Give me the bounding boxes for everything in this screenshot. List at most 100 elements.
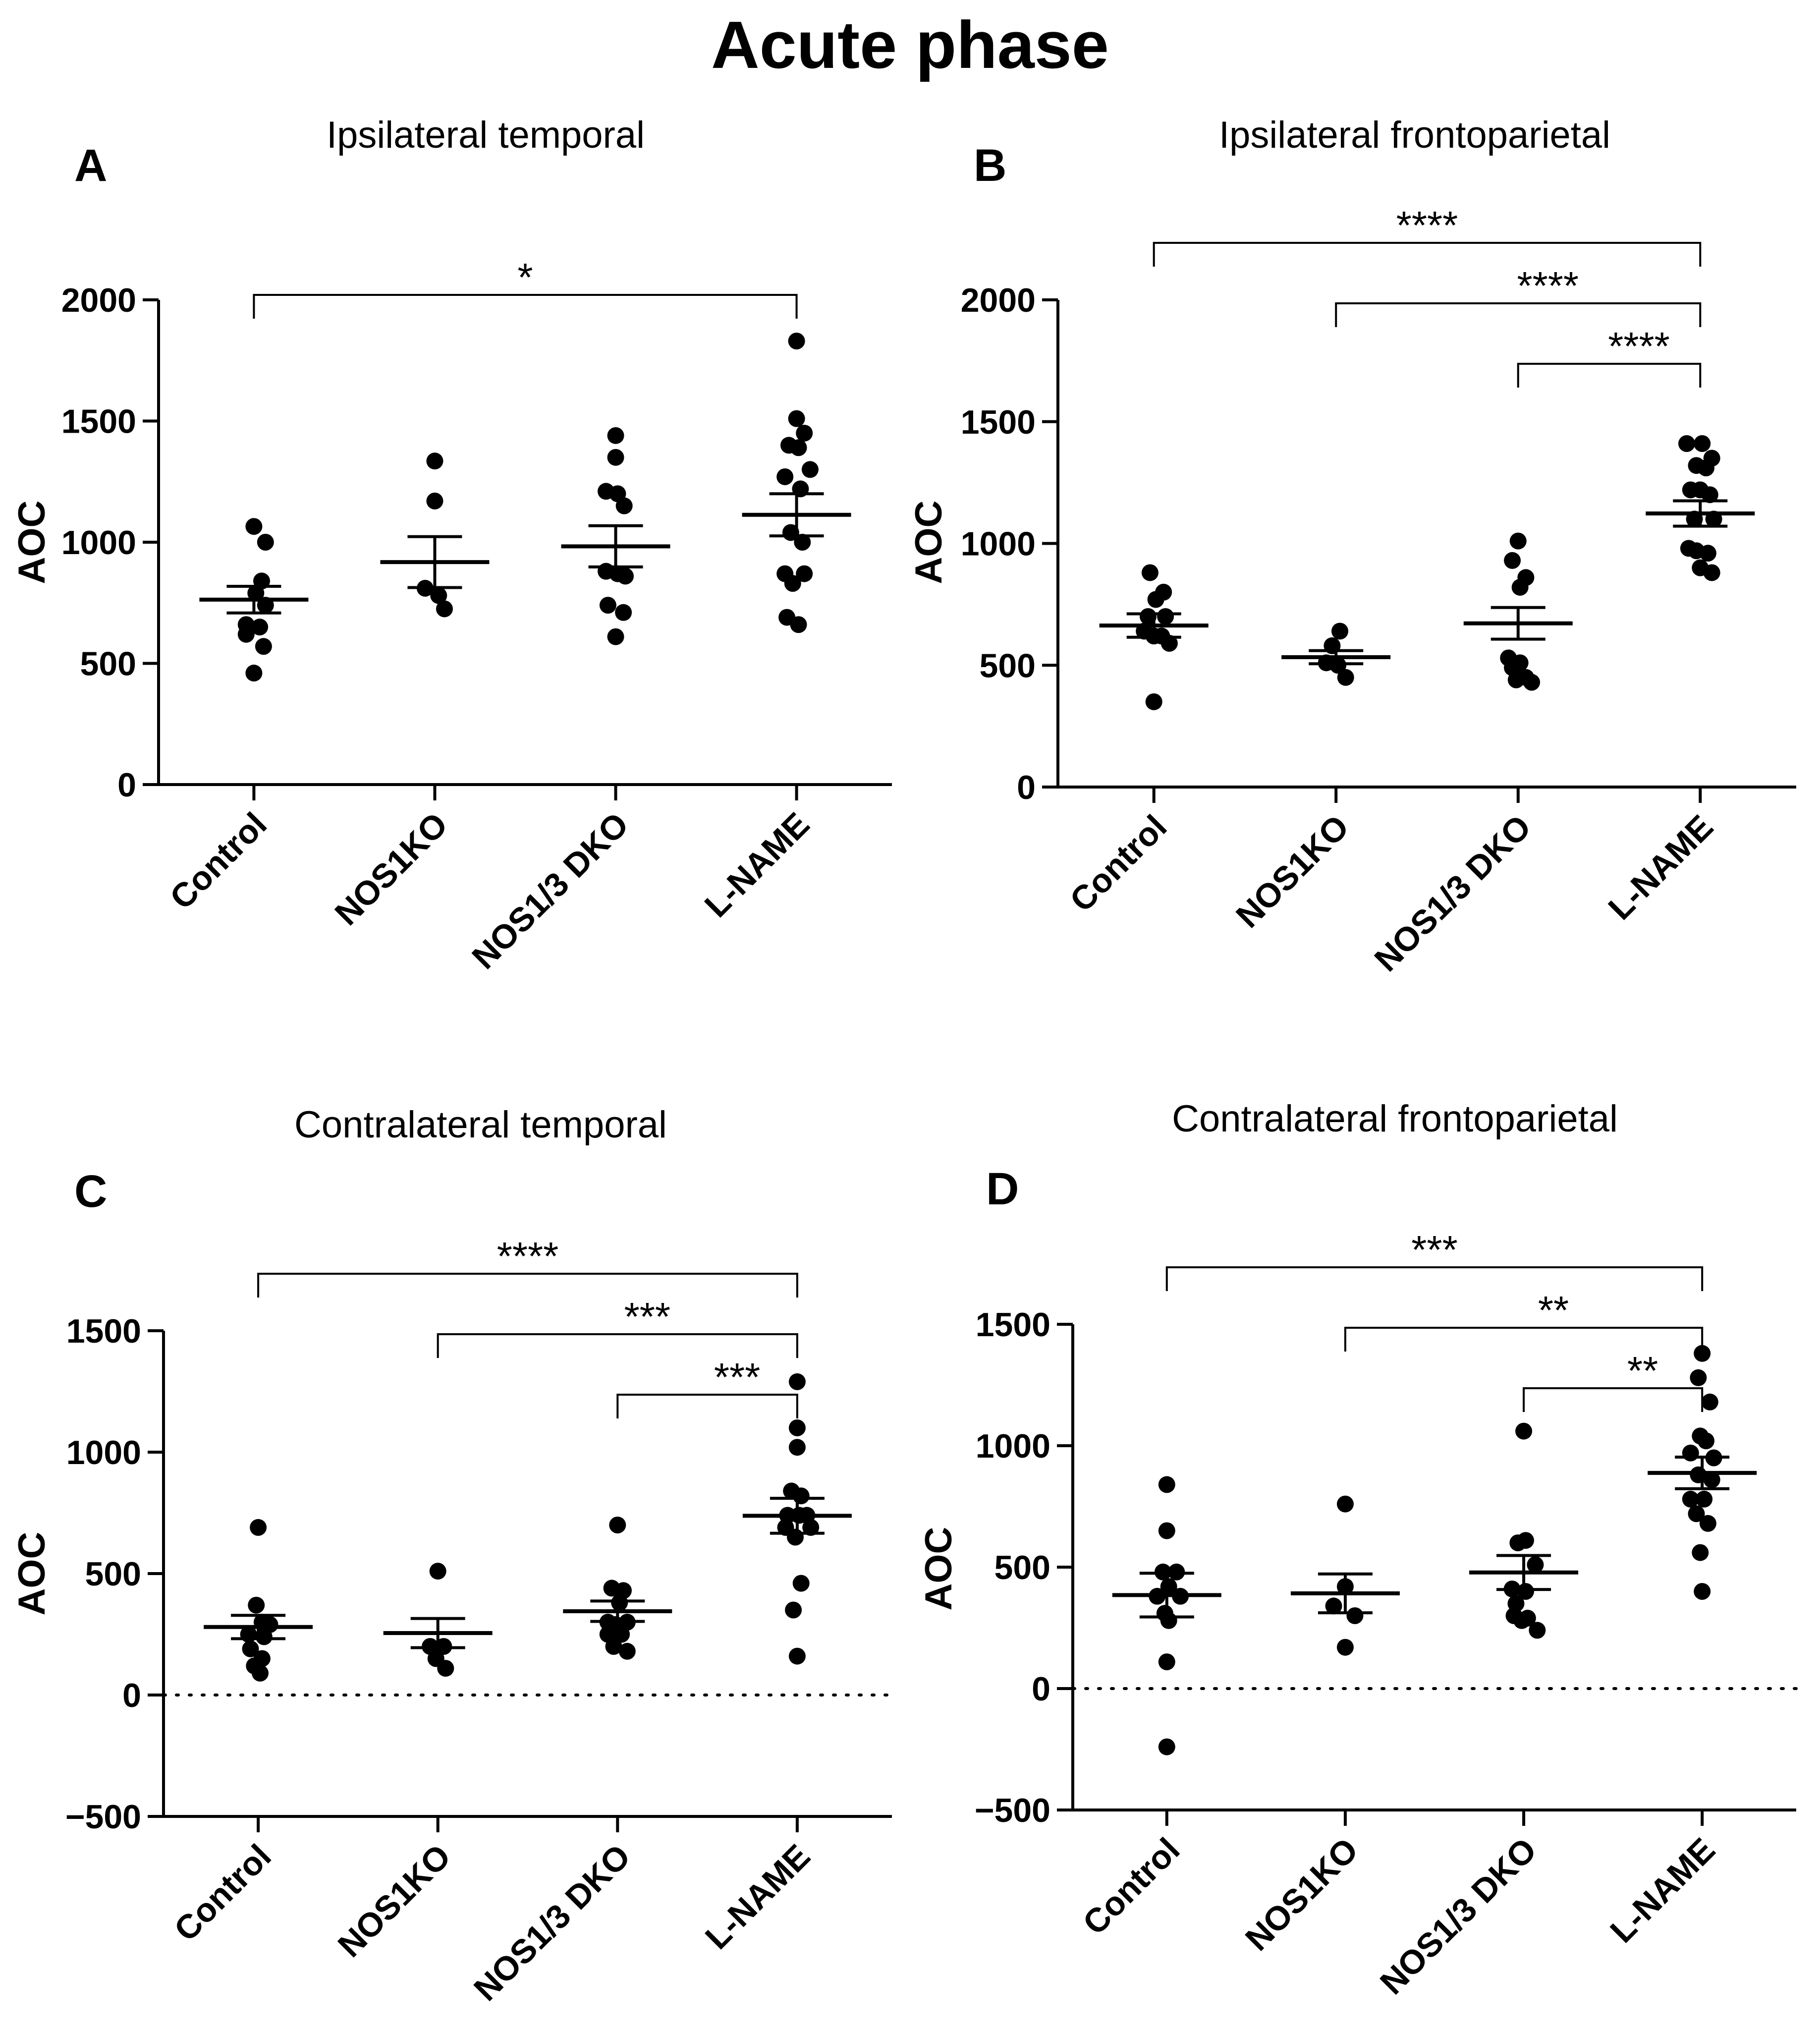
data-point <box>1513 1612 1531 1629</box>
x-tick-label: L-NAME <box>1603 1831 1722 1950</box>
significance-label: **** <box>497 1234 559 1278</box>
data-point <box>802 1519 820 1536</box>
figure-title: Acute phase <box>711 7 1109 82</box>
data-point <box>1517 1583 1534 1600</box>
x-tick-label: NOS1/3 DKO <box>465 805 636 976</box>
y-tick-label: 1500 <box>961 403 1036 441</box>
data-point <box>607 427 624 444</box>
data-point <box>248 1596 265 1614</box>
data-point <box>1701 486 1718 504</box>
x-tick-label: NOS1KO <box>328 805 455 933</box>
x-tick-label: L-NAME <box>698 1837 818 1957</box>
data-point <box>1678 435 1695 452</box>
data-point <box>607 628 624 645</box>
data-point <box>1527 1556 1544 1574</box>
data-point <box>1336 1639 1354 1656</box>
data-point <box>615 497 633 514</box>
x-tick-label: Control <box>1076 1831 1187 1942</box>
significance-label: **** <box>1517 264 1579 308</box>
x-tick-label: Control <box>163 805 274 917</box>
significance-label: **** <box>1608 324 1670 368</box>
data-point <box>785 1601 802 1619</box>
data-point <box>437 1660 454 1677</box>
data-point <box>788 1439 806 1456</box>
y-tick-label: 1000 <box>961 525 1036 563</box>
x-tick-label: L-NAME <box>698 805 817 925</box>
data-point <box>1140 608 1157 625</box>
data-point <box>787 1528 804 1546</box>
y-tick-label: 1500 <box>976 1306 1050 1344</box>
y-tick-label: 1500 <box>61 403 136 441</box>
data-point <box>1699 545 1716 562</box>
x-tick-label: NOS1/3 DKO <box>1367 808 1538 979</box>
data-point <box>1682 1490 1699 1508</box>
panel-title: Ipsilateral temporal <box>327 114 645 156</box>
data-point <box>801 461 819 478</box>
data-point <box>1509 532 1527 550</box>
x-tick-label: L-NAME <box>1601 808 1720 927</box>
data-point <box>1141 564 1158 581</box>
data-point <box>237 625 255 643</box>
significance-label: ** <box>1627 1349 1658 1393</box>
data-point <box>617 567 634 585</box>
data-point <box>788 1373 806 1390</box>
data-point <box>1325 1597 1342 1615</box>
data-point <box>1698 1432 1714 1450</box>
y-tick-label: 0 <box>117 766 136 804</box>
x-tick-label: Control <box>1063 808 1174 919</box>
panel-d: Contralateral frontoparietal D AOC −500 0 500… <box>918 1098 1798 2002</box>
data-point <box>430 587 447 604</box>
data-point <box>1692 1544 1709 1561</box>
significance-bracket <box>616 1394 798 1418</box>
data-point <box>1696 1490 1713 1508</box>
x-tick-label: NOS1KO <box>1229 808 1356 935</box>
significance-bracket <box>1335 302 1702 327</box>
data-point <box>794 534 811 551</box>
data-point <box>788 410 805 427</box>
y-tick-label: 2000 <box>961 282 1036 319</box>
panel-letter: A <box>74 140 107 191</box>
significance-bracket <box>1153 242 1702 267</box>
data-point <box>1515 1422 1533 1440</box>
y-axis-label: AOC <box>11 501 53 584</box>
data-point <box>245 518 263 535</box>
data-point <box>1145 693 1162 710</box>
data-point <box>242 1640 259 1657</box>
significance-bracket <box>1165 1266 1704 1291</box>
y-tick-label: 500 <box>994 1549 1050 1586</box>
data-point <box>796 565 813 582</box>
y-tick-label: −500 <box>975 1792 1050 1829</box>
data-point <box>1158 1522 1175 1539</box>
panel-letter: D <box>986 1164 1019 1214</box>
data-point <box>1529 1622 1546 1639</box>
data-point <box>1504 552 1521 569</box>
y-tick-label: 0 <box>1017 769 1036 806</box>
y-tick-label: 1500 <box>66 1312 141 1350</box>
y-tick-label: 500 <box>80 645 136 683</box>
significance-bracket <box>437 1333 798 1358</box>
data-point <box>1158 1738 1175 1755</box>
data-point <box>252 1664 269 1682</box>
significance-bracket <box>257 1273 798 1298</box>
significance-bracket <box>1517 363 1702 388</box>
data-point <box>429 1563 446 1580</box>
panel-b: Ipsilateral frontoparietal B AOC 0 500 1000 15… <box>908 114 1796 979</box>
data-point <box>250 1519 267 1536</box>
data-point <box>1694 1583 1711 1600</box>
x-tick-label: NOS1/3 DKO <box>467 1837 638 2008</box>
data-point <box>1147 591 1164 608</box>
data-point <box>1690 1369 1707 1386</box>
y-axis-label: AOC <box>918 1527 960 1611</box>
panel-a: Ipsilateral temporal A AOC 0 500 1000 1500 2000… <box>11 114 892 976</box>
data-point <box>1346 1607 1364 1624</box>
y-tick-label: −500 <box>65 1798 141 1836</box>
data-point <box>790 616 807 633</box>
data-point <box>426 492 443 509</box>
data-point <box>784 575 801 592</box>
data-point <box>1694 435 1711 452</box>
data-point <box>251 619 269 636</box>
panel-letter: C <box>74 1166 107 1217</box>
y-tick-label: 1000 <box>61 524 136 562</box>
data-point <box>611 1594 628 1611</box>
